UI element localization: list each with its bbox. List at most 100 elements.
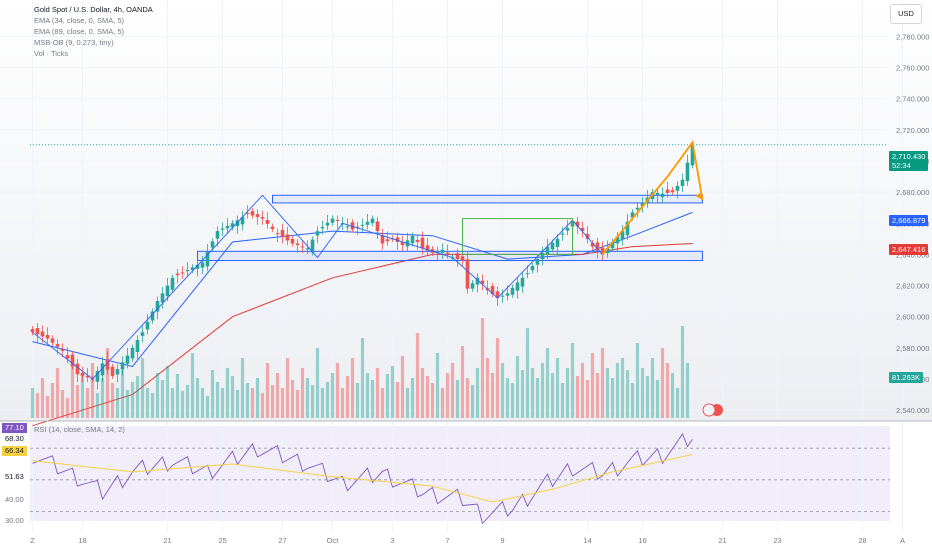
volume-bar (260, 393, 265, 418)
candle (620, 224, 625, 246)
volume-bar (680, 326, 685, 418)
volume-bar (610, 378, 615, 418)
candle (50, 335, 55, 346)
candle-body (250, 211, 255, 216)
candle (350, 219, 355, 233)
volume-bar (400, 356, 405, 418)
candle (375, 216, 380, 239)
arrow-head (695, 191, 703, 200)
candle-body (690, 145, 695, 166)
candle (435, 246, 440, 261)
candle-body (370, 218, 375, 224)
volume-bar (245, 383, 250, 418)
volume-bar (560, 383, 565, 418)
candle (395, 232, 400, 250)
candle-body (655, 192, 660, 195)
candle-body (560, 233, 565, 235)
candle-body (105, 359, 110, 370)
candle-body (385, 239, 390, 242)
candle (520, 271, 525, 293)
currency-button[interactable]: USD (890, 4, 922, 24)
candle-body (305, 248, 310, 250)
candle (365, 213, 370, 230)
rsi-value-label: 77.10 (2, 423, 27, 433)
candle (130, 344, 135, 362)
rsi-high-level-label: 68.30 (5, 434, 24, 443)
candle-body (660, 193, 665, 198)
candle-body (265, 220, 270, 224)
volume-bar (345, 376, 350, 418)
volume-bar (510, 383, 515, 418)
candle-body (60, 349, 65, 351)
volume-bar (665, 363, 670, 418)
candle-body (125, 355, 130, 364)
candle (345, 218, 350, 233)
volume-bar (90, 363, 95, 418)
candle-body (275, 233, 280, 235)
candle (500, 289, 505, 303)
candle (155, 296, 160, 320)
candle (415, 235, 420, 250)
candle-body (320, 226, 325, 229)
range-box (462, 218, 573, 255)
candle-body (520, 277, 525, 287)
indicator-msb-ob[interactable]: MSB-OB (9, 0.273, tiny) (34, 38, 114, 47)
candle-body (455, 253, 460, 260)
candle-body (85, 375, 90, 378)
indicator-volume[interactable]: Vol · Ticks (34, 49, 69, 58)
candle (65, 347, 70, 364)
symbol-title[interactable]: Gold Spot / U.S. Dollar, 4h, OANDA (34, 5, 153, 14)
candle-body (220, 228, 225, 230)
volume-bar (100, 378, 105, 418)
volume-bar (635, 343, 640, 418)
candle-body (345, 226, 350, 228)
price-tick-label: 2,760.000 (896, 64, 929, 73)
candle-body (675, 185, 680, 191)
volume-bar (390, 366, 395, 418)
time-tick-label: 21 (718, 536, 726, 545)
bar-countdown: 52:34 (892, 161, 911, 170)
volume-bar (40, 378, 45, 418)
time-tick-label: 27 (278, 536, 286, 545)
rsi-title[interactable]: RSI (14, close, SMA, 14, 2) (34, 425, 125, 434)
candle-body (315, 231, 320, 236)
time-tick-label: 25 (218, 536, 226, 545)
candle (560, 227, 565, 241)
volume-bar (650, 358, 655, 418)
candle-body (190, 267, 195, 270)
candle (580, 221, 585, 238)
candle (355, 222, 360, 235)
candle (75, 359, 80, 383)
indicator-ema34[interactable]: EMA (34, close, 0, SMA, 5) (34, 16, 125, 25)
candle-body (540, 252, 545, 260)
indicator-ema89[interactable]: EMA (89, close, 0, SMA, 5) (34, 27, 125, 36)
candle (610, 238, 615, 252)
candle-body (65, 355, 70, 359)
candle-body (270, 226, 275, 229)
volume-bar (405, 388, 410, 418)
volume-bar (515, 356, 520, 418)
volume-bar (150, 393, 155, 418)
volume-bar (275, 373, 280, 418)
volume-bar (470, 385, 475, 418)
candle (400, 235, 405, 252)
candle-body (615, 236, 620, 244)
candle (565, 220, 570, 236)
volume-bar (190, 353, 195, 418)
volume-bar (580, 363, 585, 418)
volume-bar (535, 378, 540, 418)
time-tick-label: Oct (327, 536, 340, 545)
volume-bar (435, 353, 440, 418)
candle (335, 215, 340, 229)
volume-bar (370, 380, 375, 418)
volume-bar (330, 373, 335, 418)
candle-body (135, 340, 140, 353)
candle (295, 238, 300, 253)
volume-bar (130, 382, 135, 418)
candle-body (30, 329, 35, 333)
volume-bar (265, 363, 270, 418)
volume-bar (605, 368, 610, 418)
candle-body (150, 311, 155, 321)
candle-body (515, 282, 520, 291)
